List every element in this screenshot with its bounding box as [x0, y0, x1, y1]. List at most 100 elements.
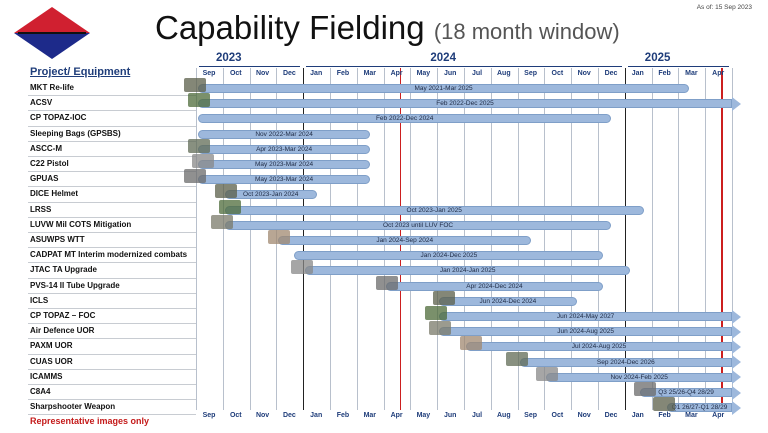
timeline-bar[interactable]: Jan 2024-Dec 2025: [294, 251, 604, 261]
row-label: C8A4: [30, 387, 51, 396]
month-label-bottom: Dec: [604, 412, 618, 419]
year-span-line: [199, 66, 301, 67]
grid-line: [571, 68, 573, 410]
row-label: CUAS UOR: [30, 356, 73, 366]
month-label-top: Dec: [604, 70, 618, 77]
month-label-bottom: May: [416, 412, 431, 419]
timeline-bar-label: May 2023-Mar 2024: [255, 161, 314, 168]
row-label: PVS-14 II Tube Upgrade: [30, 280, 120, 290]
timeline-bar-label: Feb 2022-Dec 2024: [375, 115, 434, 123]
month-label-bottom: Apr: [712, 412, 725, 419]
row-label: C22 Pistol: [30, 159, 69, 168]
timeline-bar[interactable]: Jul 2024-Aug 2025: [466, 342, 732, 352]
row-separator: [28, 292, 196, 294]
row-label: LRSS: [30, 204, 52, 214]
timeline-bar-label: Apr 2023-Mar 2024: [256, 145, 313, 153]
row-label: PAXM UOR: [30, 341, 73, 351]
buggy-icon: [505, 351, 528, 366]
month-label-bottom: Jan: [631, 412, 644, 419]
timeline-bar-label: Nov 2022-Mar 2024: [255, 130, 313, 138]
arrowhead-icon: [732, 370, 741, 385]
row-separator: [28, 201, 196, 203]
month-label-bottom: Nov: [577, 412, 591, 419]
subtitle-text: (18 month window): [433, 19, 620, 44]
row-separator: [28, 262, 196, 264]
timeline-bar[interactable]: Nov 2022-Mar 2024: [198, 129, 371, 139]
armoured-vehicle-icon: [188, 93, 210, 108]
tent-icon: [268, 230, 291, 244]
timeline-bar[interactable]: May 2021-Mar 2025: [198, 84, 690, 93]
grid-line: [544, 68, 546, 410]
timeline-bar[interactable]: Apr 2023-Mar 2024: [198, 144, 371, 154]
timeline-bar-label: Oct 2023 until LUV FOC: [383, 221, 454, 229]
row-label: CADPAT MT Interim modernized combats: [30, 250, 188, 260]
tripod-icon: [291, 260, 314, 275]
timeline-bar-label: Q3 25/26-Q4 28/29: [658, 389, 714, 396]
month-label-top: Feb: [336, 70, 350, 77]
month-label-top: Apr: [712, 70, 725, 77]
row-separator: [28, 247, 196, 249]
row-separator: [28, 140, 196, 142]
row-separator: [28, 232, 196, 233]
arrowhead-icon: [732, 309, 741, 324]
row-label: JTAC TA Upgrade: [30, 265, 97, 275]
month-label-top: Mar: [685, 70, 698, 77]
title-text: Capability Fielding: [155, 9, 425, 46]
night-vision-icon: [375, 275, 398, 290]
month-label-bottom: Nov: [255, 412, 270, 419]
timeline-bar-label: Jun 2024-Dec 2024: [479, 297, 537, 305]
month-label-bottom: Jan: [310, 412, 323, 419]
row-separator: [28, 277, 196, 279]
timeline-bar[interactable]: Feb 2022-Dec 2025: [198, 99, 732, 109]
timeline-bar[interactable]: Sep 2024-Dec 2026: [519, 357, 732, 367]
row-separator: [28, 186, 196, 188]
arrowhead-icon: [732, 400, 741, 415]
timeline-bar-label: Feb 2022-Dec 2025: [436, 100, 494, 108]
row-separator: [28, 125, 196, 127]
row-label: ACSV: [30, 98, 53, 108]
row-separator: [28, 95, 196, 97]
year-span-line: [627, 66, 729, 67]
sensor-icon: [536, 366, 559, 381]
month-label-top: Apr: [390, 70, 403, 77]
timeline-bar[interactable]: May 2023-Mar 2024: [198, 160, 371, 169]
month-label-bottom: Mar: [685, 412, 698, 419]
row-separator: [28, 308, 196, 309]
row-separator: [28, 384, 196, 385]
year-span-line: [306, 66, 622, 67]
timeline-bar[interactable]: Jun 2024-May 2027: [439, 312, 732, 321]
timeline-bar-label: Jan 2024-Dec 2025: [420, 252, 478, 260]
timeline-bar[interactable]: Jun 2024-Aug 2025: [439, 327, 732, 337]
timeline-bar[interactable]: Apr 2024-Dec 2024: [385, 281, 604, 291]
row-separator: [28, 216, 196, 218]
month-label-bottom: Jun: [443, 412, 457, 419]
row-separator: [28, 323, 196, 325]
arrowhead-icon: [732, 339, 741, 354]
timeline-bar[interactable]: Nov 2024-Feb 2025: [546, 372, 732, 382]
timeline-bar[interactable]: Oct 2023-Jan 2024: [224, 190, 317, 200]
grid-line: [624, 68, 626, 410]
timeline-bar[interactable]: Oct 2023-Jan 2025: [224, 205, 644, 215]
timeline-bar-label: Jan 2024-Sep 2024: [376, 237, 434, 244]
today-marker-line: [721, 68, 723, 410]
month-label-bottom: Feb: [336, 412, 350, 419]
timeline-bar[interactable]: May 2023-Mar 2024: [198, 175, 371, 185]
row-label: GPUAS: [30, 174, 59, 184]
sniper-rifle-icon: [653, 397, 675, 412]
month-label-top: Jan: [310, 70, 323, 77]
row-separator: [28, 338, 196, 340]
row-label: LUVW Mil COTS Mitigation: [30, 219, 132, 229]
arrowhead-icon: [732, 355, 741, 370]
timeline-bar[interactable]: Feb 2022-Dec 2024: [198, 114, 612, 124]
timeline-bar[interactable]: Q1 26/27-Q1 28/29: [667, 403, 732, 413]
month-label-top: Oct: [229, 70, 242, 77]
grid-line: [598, 68, 599, 410]
timeline-bar[interactable]: Jan 2024-Sep 2024: [278, 236, 531, 245]
month-label-bottom: Oct: [551, 412, 564, 419]
timeline-bar[interactable]: Jan 2024-Jan 2025: [305, 266, 631, 276]
timeline-bar[interactable]: Oct 2023 until LUV FOC: [224, 220, 612, 230]
row-label: Air Defence UOR: [30, 326, 95, 336]
timeline-bar[interactable]: Jun 2024-Dec 2024: [439, 296, 577, 306]
timeline-bar-label: Sep 2024-Dec 2026: [596, 358, 655, 366]
